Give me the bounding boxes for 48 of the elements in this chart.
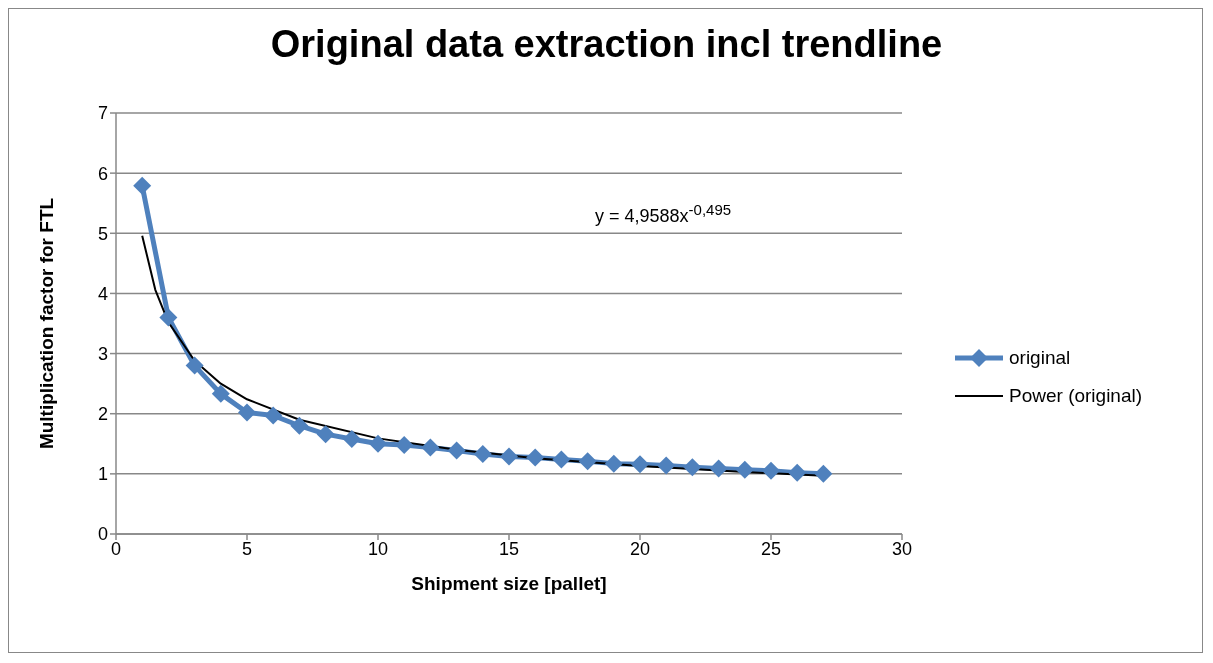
y-tick-label: 3: [97, 343, 108, 364]
point: [264, 406, 283, 425]
point: [395, 435, 414, 454]
y-tick-label: 2: [97, 404, 108, 425]
point: [500, 447, 518, 466]
y-tick-label: 4: [97, 283, 108, 304]
x-tick-label: 0: [110, 538, 122, 559]
point: [552, 450, 571, 469]
point: [185, 356, 204, 375]
point: [290, 416, 309, 435]
point: [657, 456, 676, 475]
x-tick-label: 10: [367, 538, 389, 559]
x-tick-label: 30: [891, 538, 913, 559]
y-tick-label: 5: [97, 223, 108, 244]
point: [788, 463, 807, 482]
y-tick-label: 6: [97, 163, 108, 184]
chart-title: Original data extraction incl trendline: [269, 23, 944, 66]
y-tick-label: 0: [97, 524, 108, 545]
point: [342, 429, 361, 448]
point: [735, 460, 754, 479]
point: [316, 425, 335, 444]
x-tick-label: 25: [760, 538, 782, 559]
legend-label: Power (original): [1009, 385, 1143, 407]
point: [762, 461, 780, 480]
point: [683, 458, 702, 477]
point: [473, 445, 492, 464]
x-tick-label: 20: [629, 538, 651, 559]
point: [631, 455, 649, 474]
x-tick-label: 5: [241, 538, 253, 559]
point: [238, 403, 256, 422]
point: [133, 176, 152, 195]
x-tick-label: 15: [498, 538, 520, 559]
x-axis-title: Shipment size [pallet]: [411, 573, 607, 594]
point: [369, 434, 387, 453]
y-tick-label: 7: [97, 103, 108, 124]
point: [211, 384, 230, 403]
point: [526, 448, 545, 467]
y-axis-title: Multiplication factor for FTL: [35, 197, 57, 450]
annotation: y = 4,9588x$^{-0,495}$: [595, 201, 732, 227]
legend-label: original: [1009, 347, 1071, 369]
point: [604, 454, 623, 473]
point: [814, 464, 833, 483]
y-tick-label: 1: [97, 464, 108, 485]
point: [578, 452, 597, 471]
point: [447, 441, 466, 460]
point: [421, 438, 440, 457]
point: [159, 308, 178, 327]
point: [709, 459, 728, 478]
